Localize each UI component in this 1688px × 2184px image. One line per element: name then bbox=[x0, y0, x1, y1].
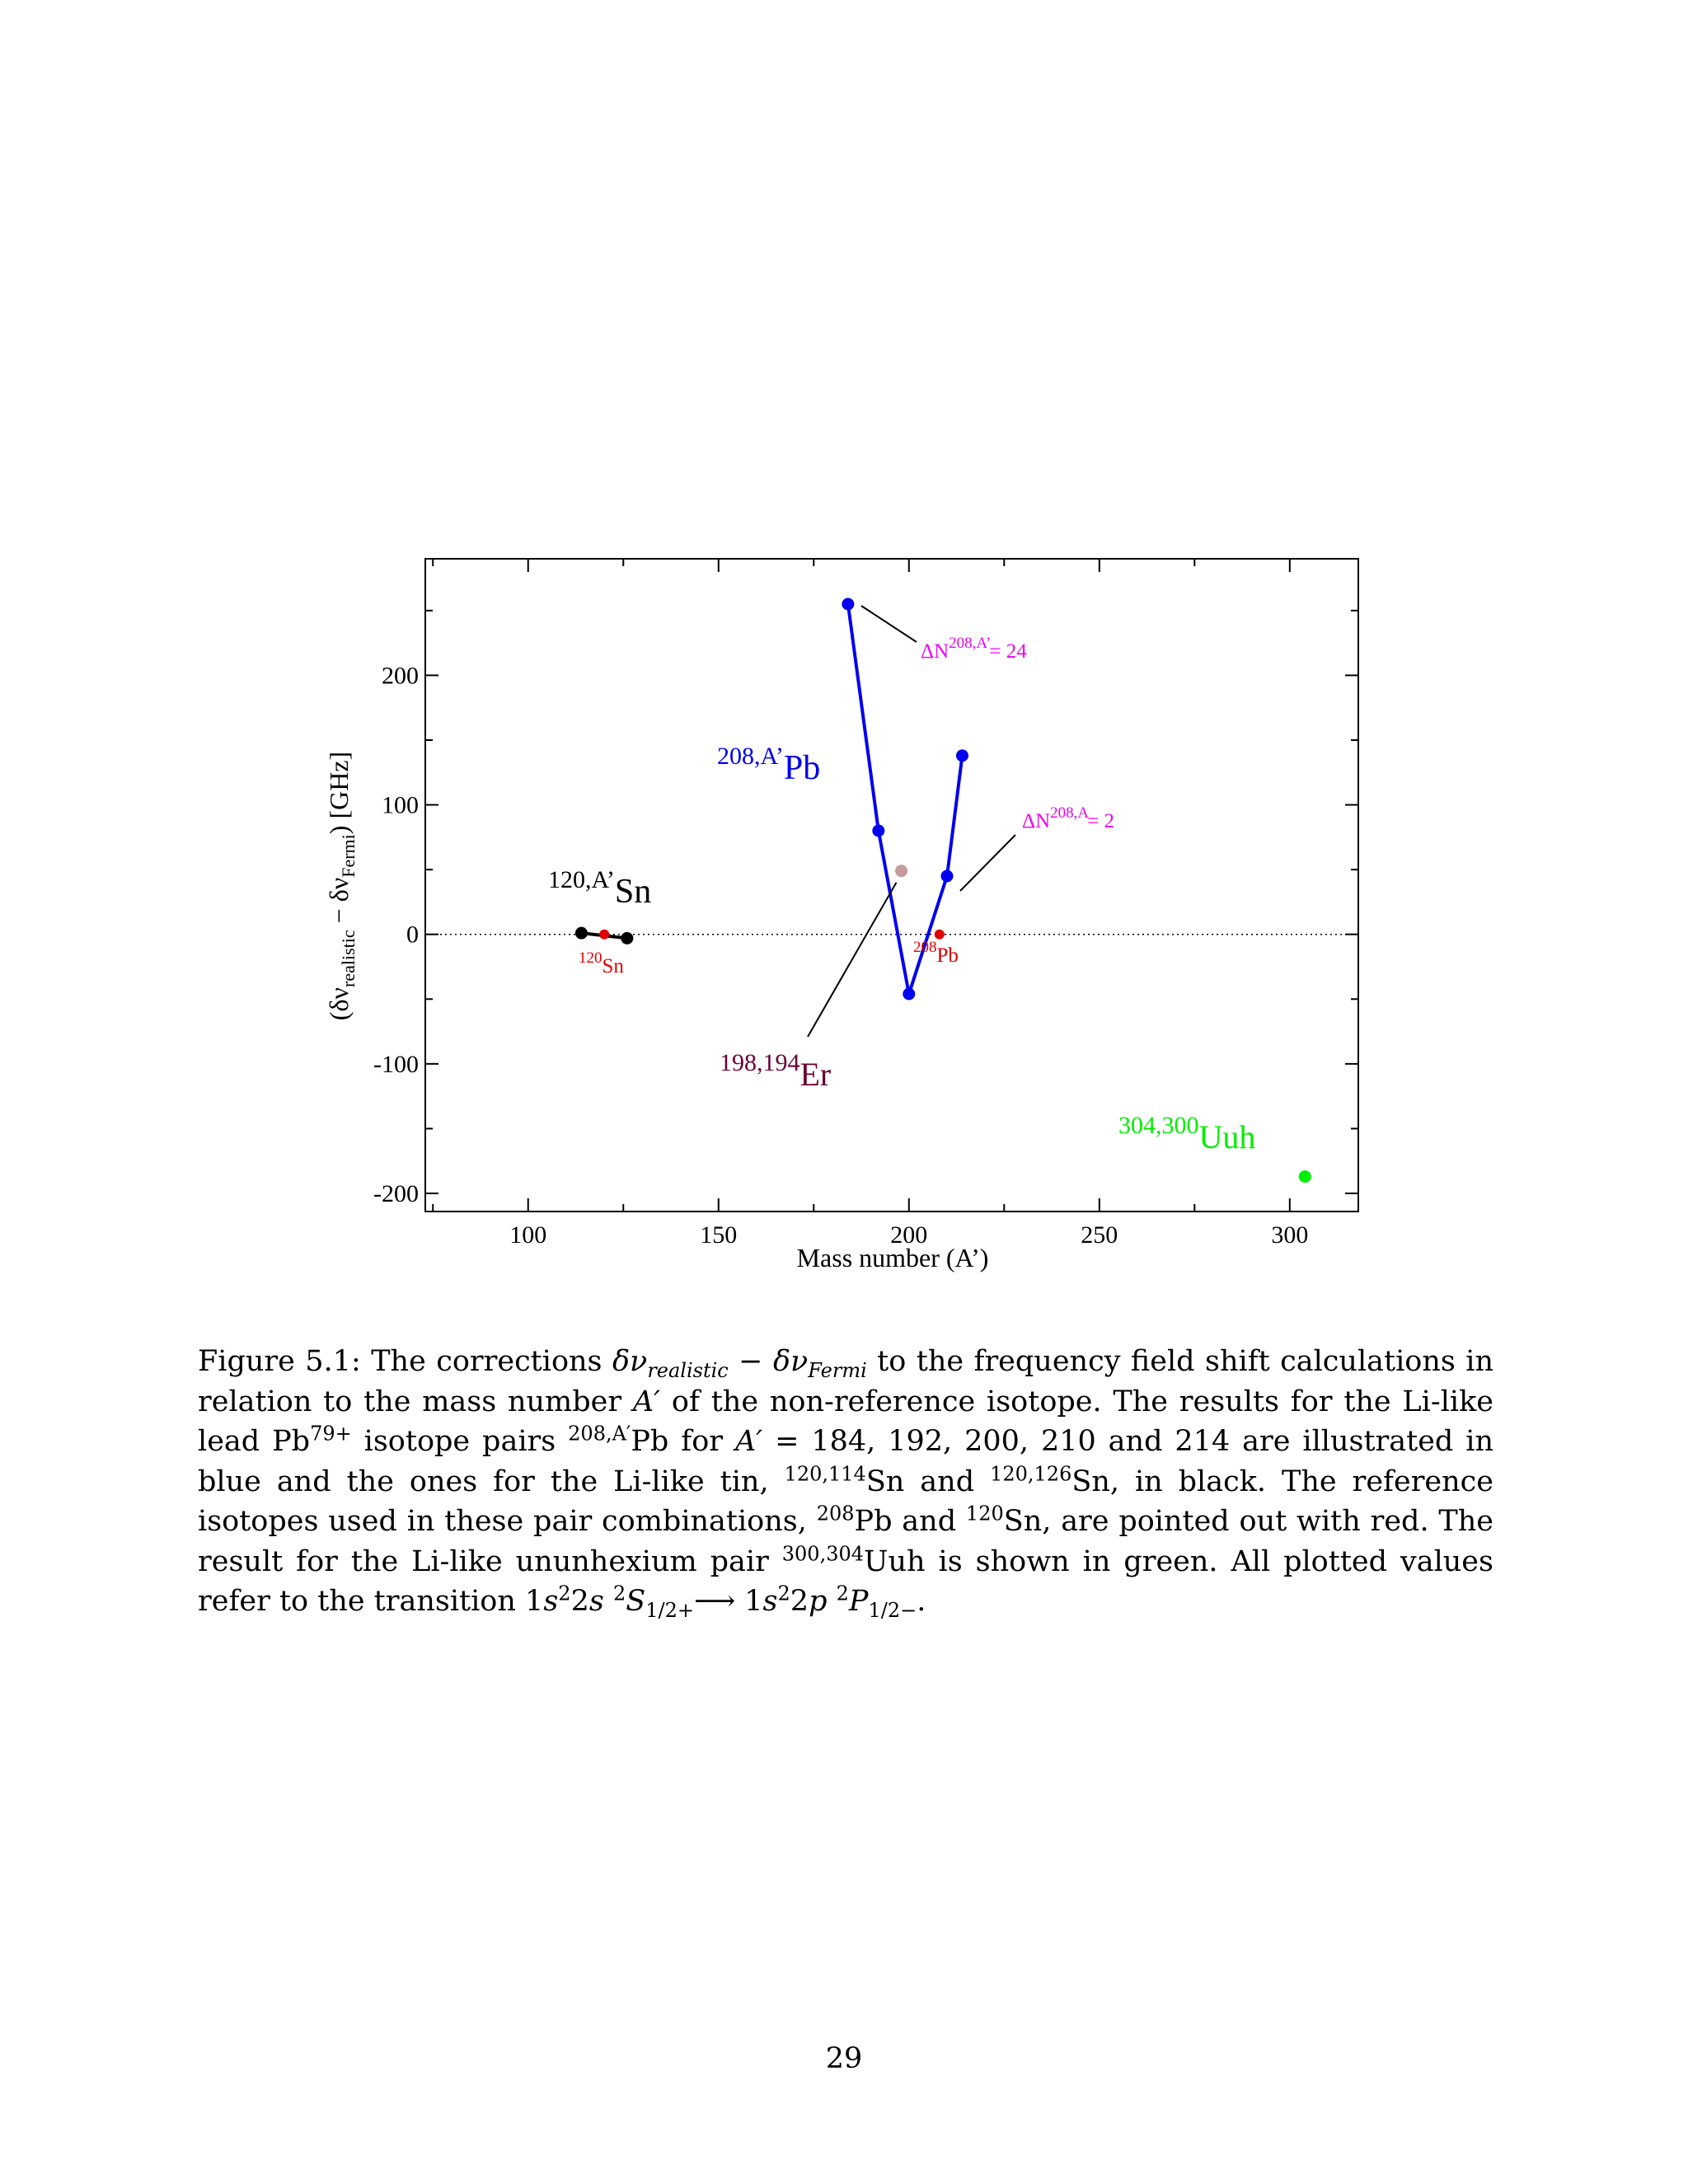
y-tick-label: 100 bbox=[382, 792, 419, 819]
pb-series-label: 208,A’Pb bbox=[717, 743, 820, 787]
annotation-pointers bbox=[807, 605, 1016, 1038]
series-lines bbox=[581, 603, 964, 995]
sn-series-label: 120,A’Sn bbox=[548, 866, 651, 911]
chart: 100 150 200 250 300 -200 -100 0 100 200 Mass numb… bbox=[324, 558, 1359, 1272]
x-tick-label: 100 bbox=[509, 1221, 546, 1249]
page-number: 29 bbox=[825, 2042, 863, 2075]
x-tick-label: 300 bbox=[1271, 1221, 1308, 1249]
plot-frame bbox=[424, 558, 1359, 1212]
data-point bbox=[934, 929, 945, 940]
er-point-label: 198,194Er bbox=[720, 1049, 831, 1093]
data-point bbox=[940, 869, 954, 883]
y-axis-label: (δνrealistic − δνFermi) [GHz] bbox=[324, 752, 359, 1020]
delta-n-2-label: ΔN208,A= 2 bbox=[1022, 804, 1114, 832]
y-tick-label: 200 bbox=[382, 662, 419, 689]
y-tick-label: -200 bbox=[373, 1180, 419, 1207]
figure-caption: Figure 5.1: The corrections δνrealistic … bbox=[198, 1345, 1494, 1622]
sn-reference-label: 120Sn bbox=[579, 949, 624, 977]
x-axis-label: Mass number (A’) bbox=[797, 1243, 989, 1272]
delta-n-2-pointer bbox=[959, 834, 1016, 892]
er-pointer bbox=[807, 882, 898, 1038]
pb-reference-label: 208Pb bbox=[913, 939, 959, 967]
y-tick-label: 0 bbox=[406, 921, 419, 949]
delta-n-24-pointer bbox=[860, 605, 917, 643]
y-tick-label: -100 bbox=[373, 1051, 419, 1078]
data-point bbox=[599, 929, 610, 940]
delta-n-24-label: ΔN208,A’= 24 bbox=[921, 635, 1027, 663]
x-tick-label: 150 bbox=[700, 1221, 737, 1249]
tick-labels: 100 150 200 250 300 -200 -100 0 100 200 bbox=[373, 662, 1308, 1249]
data-point bbox=[1298, 1170, 1311, 1183]
data-point bbox=[842, 598, 855, 611]
data-point bbox=[955, 749, 968, 762]
data-point bbox=[895, 865, 908, 878]
data-point bbox=[574, 926, 588, 940]
data-points bbox=[574, 598, 1311, 1183]
data-point bbox=[903, 987, 916, 1001]
x-tick-label: 250 bbox=[1081, 1221, 1118, 1249]
data-point bbox=[872, 824, 885, 837]
uuh-point-label: 304,300Uuh bbox=[1118, 1112, 1255, 1155]
data-point bbox=[621, 931, 634, 944]
x-tick-label: 200 bbox=[890, 1221, 927, 1249]
